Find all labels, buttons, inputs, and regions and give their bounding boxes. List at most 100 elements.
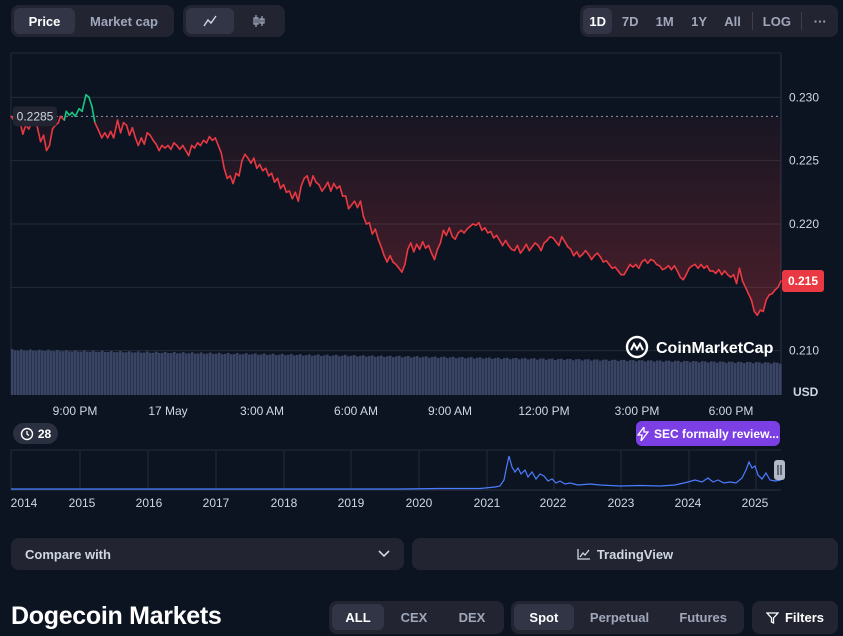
more-options-button[interactable]: ···: [813, 13, 827, 29]
price-line-segment: [507, 244, 513, 251]
price-line-segment: [309, 175, 314, 187]
volume-bar: [716, 362, 719, 395]
price-line-segment: [214, 137, 220, 147]
line-chart-button[interactable]: [186, 8, 234, 34]
log-scale-button[interactable]: LOG: [762, 13, 791, 29]
price-line-segment: [48, 128, 54, 147]
price-line-segment: [125, 124, 131, 137]
range-all-button[interactable]: All: [724, 13, 741, 29]
overview-year-label: 2015: [69, 496, 96, 510]
volume-bar: [521, 358, 524, 395]
volume-bar: [191, 352, 194, 395]
volume-bar: [659, 360, 662, 395]
price-line-segment: [36, 128, 42, 143]
price-line-segment: [155, 143, 160, 152]
price-line-segment: [193, 142, 199, 149]
filter-funnel-icon: [765, 611, 779, 624]
volume-bar: [512, 358, 515, 395]
price-chart[interactable]: 0.230 0.225 0.220 0.215 0.210 9:00 PM 17 May 3…: [0, 0, 843, 500]
price-line-segment: [300, 177, 306, 187]
volume-bar: [560, 358, 563, 395]
range-divider-2: [800, 12, 802, 30]
price-line-segment: [253, 157, 258, 170]
volume-bar: [737, 361, 740, 395]
range-7d-button[interactable]: 7D: [621, 13, 639, 29]
volume-bar: [110, 350, 113, 395]
futures-tab[interactable]: Futures: [679, 609, 727, 625]
volume-bar: [665, 360, 668, 395]
volume-bar: [467, 357, 470, 395]
volume-bar: [365, 356, 368, 395]
volume-bar: [134, 352, 137, 395]
volume-bar: [242, 354, 245, 395]
volume-bar: [389, 355, 392, 395]
events-badge[interactable]: 28: [13, 423, 58, 444]
tradingview-button[interactable]: TradingView: [412, 538, 838, 570]
price-line-segment: [288, 190, 294, 200]
news-badge-label: SEC formally review...: [654, 426, 779, 441]
open-price-tag: 0.2285: [13, 106, 57, 127]
volume-bar: [59, 351, 62, 395]
volume-bar: [83, 350, 86, 395]
volume-bar: [224, 353, 227, 395]
overview-navigator[interactable]: 2014 2015 2016 2017 2018 2019 2020 2021 2022 2023…: [0, 0, 843, 520]
price-line-segment: [406, 242, 412, 251]
volume-bar: [770, 363, 773, 395]
news-badge[interactable]: SEC formally review...: [636, 421, 780, 446]
volume-bar: [248, 354, 251, 395]
price-line-segment: [454, 232, 460, 240]
price-line-segment: [404, 248, 409, 266]
volume-bar: [689, 362, 692, 395]
filters-button[interactable]: Filters: [752, 601, 838, 634]
volume-bar: [302, 355, 305, 395]
volume-bar: [152, 352, 155, 395]
volume-bar: [239, 354, 242, 395]
price-line-segment: [563, 240, 569, 248]
volume-bar: [581, 360, 584, 395]
price-line-segment: [386, 254, 391, 263]
overview-year-label: 2019: [338, 496, 365, 510]
price-tab[interactable]: Price: [14, 8, 75, 34]
volume-bar: [662, 361, 665, 395]
price-line-segment: [42, 134, 48, 152]
volume-bar: [347, 356, 350, 395]
volume-bar: [32, 350, 35, 395]
price-line-segment: [217, 144, 223, 154]
volume-bar: [392, 357, 395, 395]
below-open-fill: [11, 116, 781, 316]
volume-bar: [440, 357, 443, 395]
compare-with-dropdown[interactable]: Compare with: [11, 538, 404, 570]
range-1d-button[interactable]: 1D: [583, 8, 613, 34]
range-1y-button[interactable]: 1Y: [691, 13, 708, 29]
volume-bar: [608, 360, 611, 395]
navigator-handle[interactable]: [774, 460, 785, 480]
volume-bar: [227, 352, 230, 395]
current-price-tag-label: 0.215: [788, 274, 818, 288]
price-line-segment: [247, 157, 252, 164]
volume-bar: [38, 349, 41, 395]
volume-bar: [233, 353, 236, 395]
price-line-segment: [291, 191, 297, 200]
volume-bar: [50, 351, 53, 395]
volume-bar: [254, 353, 257, 395]
market-cap-tab[interactable]: Market cap: [90, 13, 158, 29]
volume-bar: [251, 354, 254, 395]
volume-bar: [179, 353, 182, 395]
volume-bar: [221, 354, 224, 395]
filter-dex-tab[interactable]: DEX: [458, 609, 486, 625]
filter-cex-tab[interactable]: CEX: [400, 609, 428, 625]
volume-bar: [263, 353, 266, 395]
candlestick-button[interactable]: [236, 8, 282, 34]
volume-bar: [596, 359, 599, 395]
spot-tab[interactable]: Spot: [514, 604, 574, 630]
range-divider: [752, 12, 754, 30]
overview-year-label: 2023: [608, 496, 635, 510]
volume-bar: [503, 358, 506, 395]
perpetual-tab[interactable]: Perpetual: [589, 609, 650, 625]
range-1m-button[interactable]: 1M: [655, 13, 674, 29]
filter-all-tab[interactable]: ALL: [332, 604, 384, 630]
price-line-segment: [558, 235, 563, 247]
events-count: 28: [37, 426, 52, 441]
price-line-segment: [436, 242, 442, 251]
price-line-segment: [587, 253, 593, 261]
